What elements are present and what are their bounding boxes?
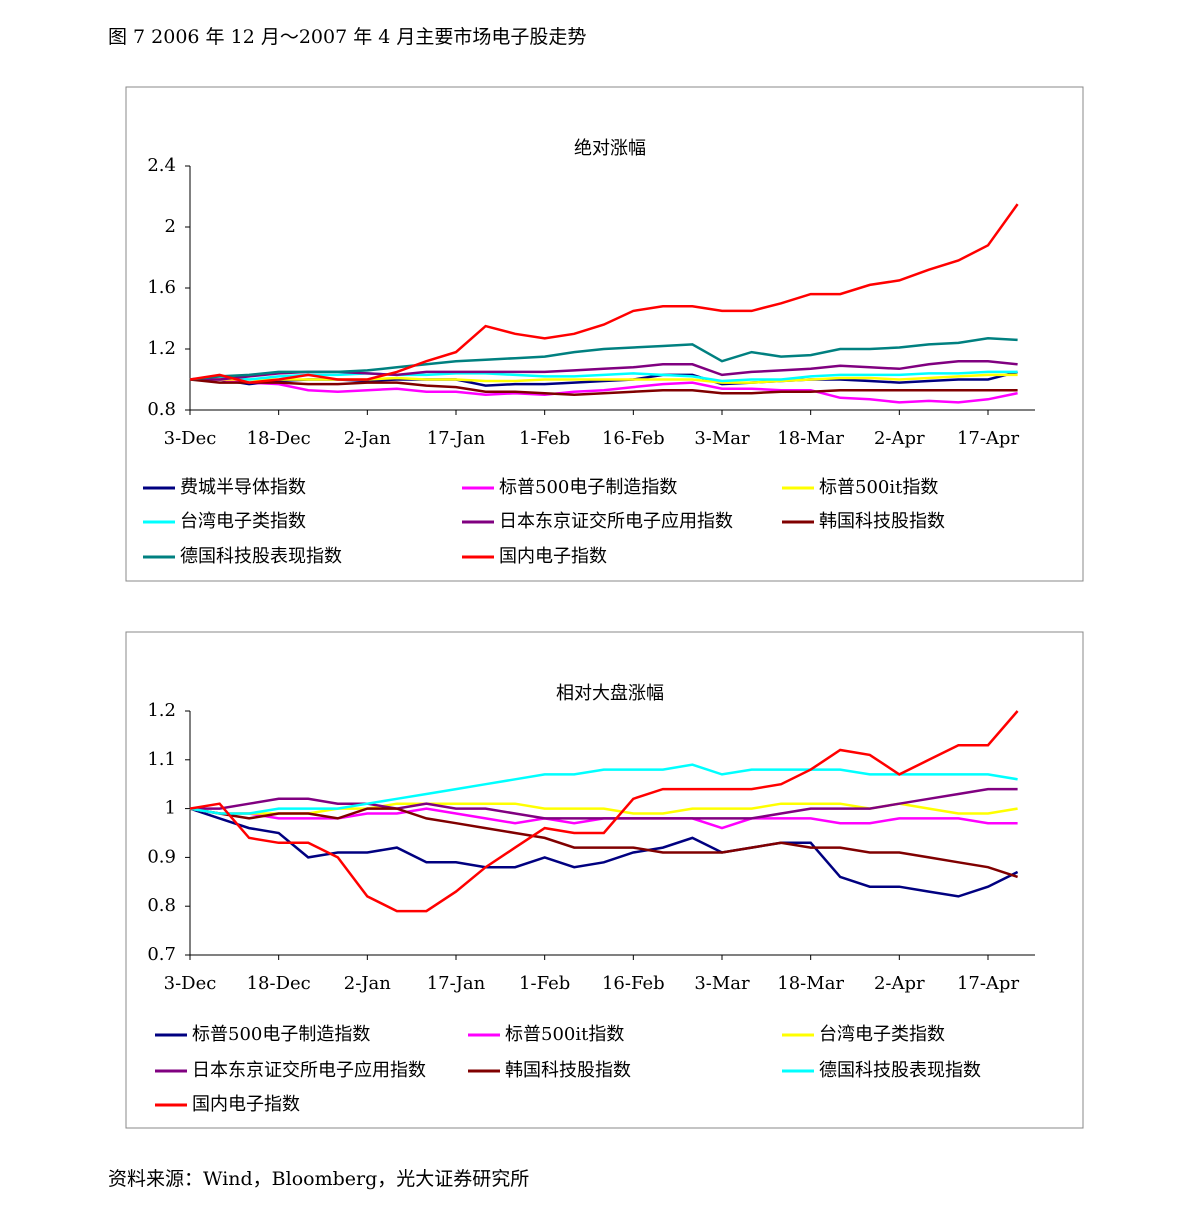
x-tick-label: 1-Feb	[519, 973, 570, 994]
legend-label: 标普500电子制造指数	[192, 1024, 370, 1045]
legend-label: 费城半导体指数	[180, 477, 306, 498]
legend-label: 标普500it指数	[819, 477, 938, 498]
series-line	[190, 378, 1018, 404]
series-line	[189, 710, 1019, 913]
x-tick-label: 18-Mar	[777, 973, 844, 994]
x-tick-label: 3-Mar	[694, 428, 750, 449]
x-tick-label: 18-Dec	[247, 973, 311, 994]
legend-label: 标普500it指数	[505, 1024, 624, 1045]
x-tick-label: 18-Dec	[247, 428, 311, 449]
legend-label: 德国科技股表现指数	[819, 1060, 981, 1081]
series-line	[189, 370, 1018, 383]
legend-label: 标普500电子制造指数	[499, 477, 677, 498]
source-note: 资料来源：Wind，Bloomberg，光大证券研究所	[108, 1168, 529, 1190]
y-tick-label: 1	[165, 798, 176, 819]
x-tick-label: 2-Apr	[874, 973, 925, 994]
y-tick-label: 2	[165, 216, 176, 237]
x-tick-label: 17-Apr	[957, 428, 1020, 449]
series-line	[190, 373, 1018, 384]
legend-label: 德国科技股表现指数	[180, 546, 342, 567]
x-tick-label: 18-Mar	[777, 428, 844, 449]
legend-label: 台湾电子类指数	[180, 511, 306, 532]
y-tick-label: 1.1	[147, 749, 176, 770]
x-tick-label: 3-Dec	[164, 973, 217, 994]
y-tick-label: 1.6	[147, 277, 176, 298]
x-tick-label: 3-Mar	[694, 973, 750, 994]
x-tick-label: 16-Feb	[602, 973, 665, 994]
series-line	[189, 763, 1018, 815]
x-tick-label: 2-Jan	[344, 973, 391, 994]
series-line	[190, 787, 1018, 820]
legend-label: 日本东京证交所电子应用指数	[499, 511, 733, 532]
legend-label: 韩国科技股指数	[505, 1060, 631, 1081]
legend-label: 国内电子指数	[192, 1094, 300, 1115]
y-tick-label: 0.7	[147, 944, 176, 965]
x-tick-label: 17-Jan	[427, 428, 486, 449]
figure-caption: 图 7 2006 年 12 月～2007 年 4 月主要市场电子股走势	[108, 26, 586, 48]
x-tick-label: 1-Feb	[519, 428, 570, 449]
legend-label: 国内电子指数	[499, 546, 607, 567]
x-tick-label: 3-Dec	[164, 428, 217, 449]
x-tick-label: 2-Apr	[874, 428, 925, 449]
y-tick-label: 1.2	[147, 338, 176, 359]
chart-title: 绝对涨幅	[574, 138, 646, 159]
legend-label: 韩国科技股指数	[819, 511, 945, 532]
y-tick-label: 0.8	[147, 895, 176, 916]
chart-frame	[125, 631, 1084, 1129]
chart-title: 相对大盘涨幅	[556, 683, 664, 704]
x-tick-label: 17-Jan	[427, 973, 486, 994]
y-tick-label: 0.9	[147, 846, 176, 867]
series-line	[189, 378, 1018, 397]
series-line	[189, 807, 1018, 879]
series-line	[189, 203, 1019, 384]
legend-label: 日本东京证交所电子应用指数	[192, 1060, 426, 1081]
x-tick-label: 17-Apr	[957, 973, 1020, 994]
y-tick-label: 0.8	[147, 399, 176, 420]
y-tick-label: 1.2	[147, 700, 176, 721]
chart-frame	[125, 86, 1084, 582]
x-tick-label: 2-Jan	[344, 428, 391, 449]
series-line	[189, 807, 1019, 898]
y-tick-label: 2.4	[147, 155, 176, 176]
legend-label: 台湾电子类指数	[819, 1024, 945, 1045]
x-tick-label: 16-Feb	[602, 428, 665, 449]
series-line	[189, 337, 1018, 381]
